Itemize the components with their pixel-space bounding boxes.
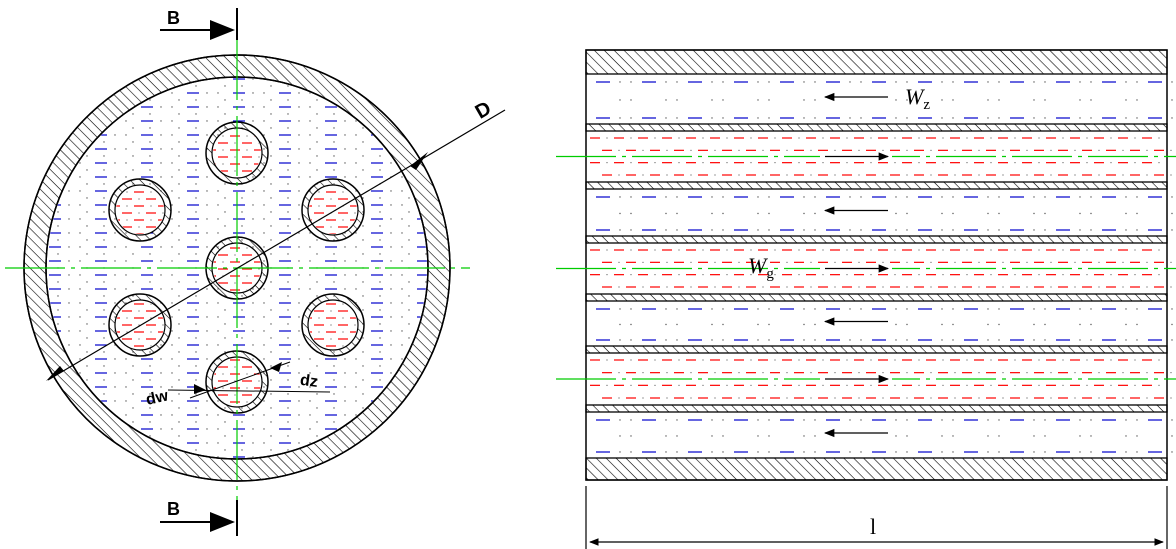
outer-wall — [585, 49, 1168, 75]
tube-wall — [585, 181, 1168, 190]
section-marker-bottom: B — [160, 499, 238, 536]
tube-wall — [585, 404, 1168, 413]
tube-inner-diameter-label: dz — [299, 372, 319, 391]
tube-wall — [585, 345, 1168, 354]
tube — [301, 293, 365, 357]
outer-wall — [585, 457, 1168, 481]
tube — [108, 178, 172, 242]
length-dimension: l — [585, 486, 1168, 549]
section-label-bottom: B — [167, 499, 180, 519]
shell-side-channel — [596, 308, 1173, 341]
shell-flow-label: Wz — [905, 84, 930, 113]
shell-side-channel — [596, 419, 1173, 453]
length-label: l — [870, 514, 876, 539]
tube-side-channel — [556, 249, 1176, 288]
tube-wall — [585, 123, 1168, 132]
shell-diameter-label: D — [472, 97, 496, 123]
cross-section-view: B B D dw dz — [5, 8, 506, 536]
tube-side-fluid — [116, 186, 164, 234]
tube-side-channel — [556, 359, 1176, 399]
tube-side-fluid — [309, 186, 357, 234]
tube-outer-diameter-label: dw — [144, 387, 170, 408]
section-marker-top: B — [160, 8, 238, 40]
tube-side-fluid — [309, 301, 357, 349]
tube-wall — [585, 235, 1168, 244]
tube-flow-label: Wg — [748, 253, 774, 282]
shell-side-channel — [596, 196, 1173, 231]
tube — [301, 178, 365, 242]
longitudinal-view — [556, 49, 1176, 481]
tube-diameter-dimensions: dw dz — [144, 361, 331, 409]
shell-side-channel — [596, 81, 1173, 119]
section-label-top: B — [167, 8, 180, 28]
tube-side-channel — [556, 137, 1176, 176]
tube-wall — [585, 293, 1168, 302]
